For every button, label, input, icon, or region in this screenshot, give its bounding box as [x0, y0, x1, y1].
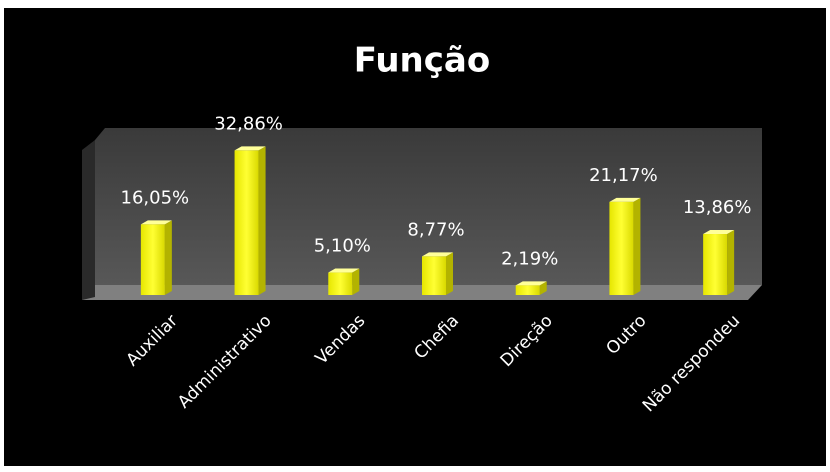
bar-side — [446, 252, 453, 295]
bar — [703, 234, 728, 295]
bar-top — [703, 230, 735, 235]
bar — [140, 224, 165, 295]
data-label: 21,17% — [589, 165, 658, 186]
bar-top — [140, 220, 172, 225]
bar — [234, 150, 259, 295]
data-label: 32,86% — [214, 113, 283, 134]
bar — [609, 201, 634, 295]
bar-top — [234, 146, 266, 151]
bar — [328, 272, 353, 295]
bar-side — [633, 197, 641, 295]
data-label: 8,77% — [407, 219, 464, 240]
bar-top — [609, 197, 641, 202]
data-label: 16,05% — [121, 187, 190, 208]
bar — [515, 285, 540, 295]
bar-side — [352, 268, 360, 295]
data-label: 5,10% — [314, 236, 371, 257]
bar-side — [258, 146, 266, 295]
bar-side — [727, 230, 735, 295]
bar-top — [328, 268, 360, 273]
chart-title: Função — [354, 41, 490, 81]
bar-top — [515, 281, 547, 286]
bar-side — [539, 281, 547, 295]
side-wall — [82, 140, 95, 300]
data-label: 2,19% — [501, 248, 558, 269]
bar — [422, 256, 446, 295]
data-label: 13,86% — [683, 197, 752, 218]
bar-top — [422, 252, 453, 257]
bar-side — [164, 220, 172, 295]
